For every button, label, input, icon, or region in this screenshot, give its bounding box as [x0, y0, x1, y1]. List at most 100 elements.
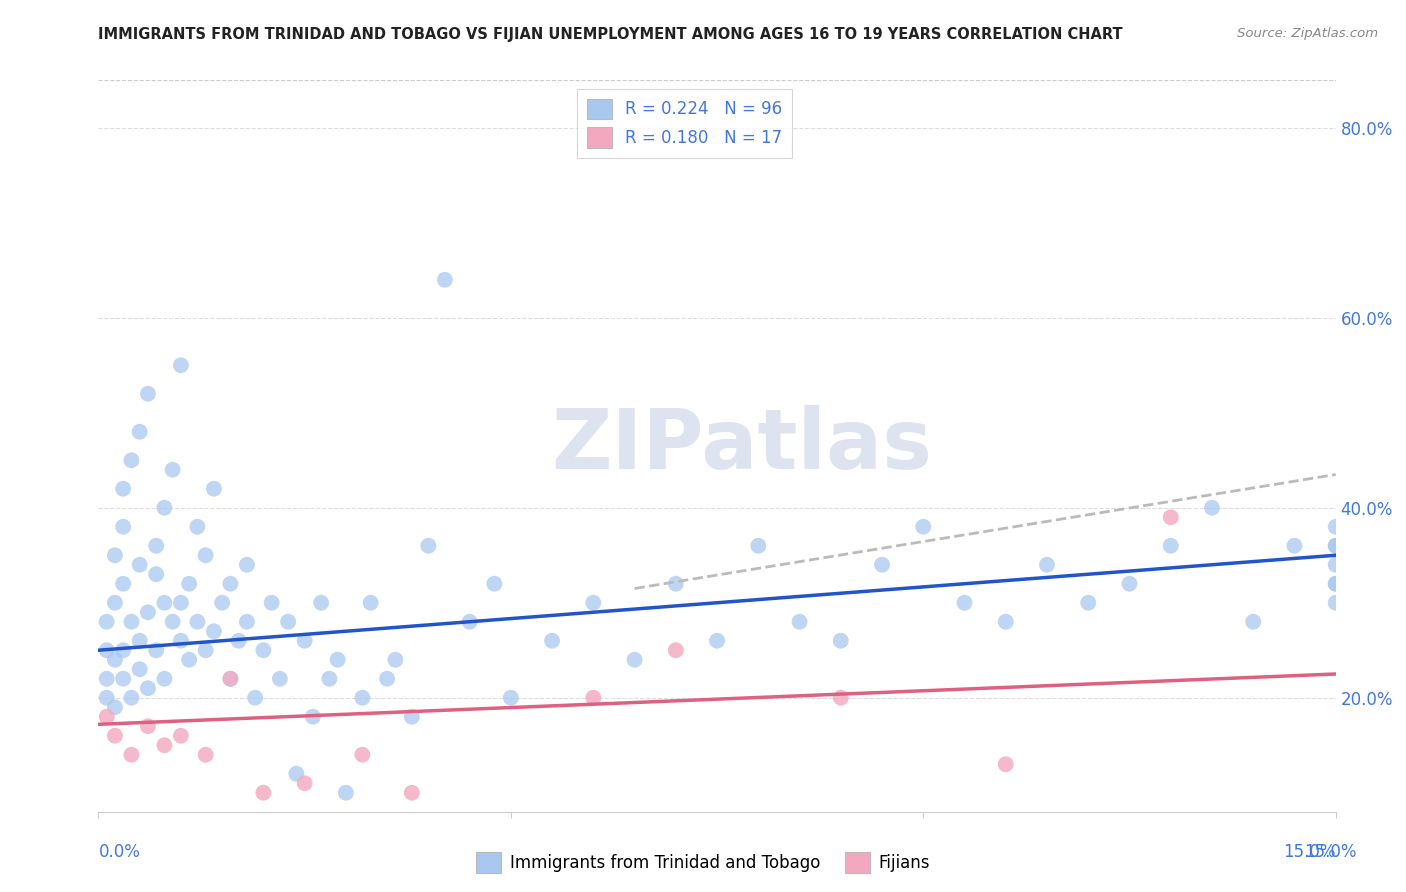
Point: [104, 596, 127, 610]
Point: [499, 690, 522, 705]
Point: [1160, 539, 1182, 553]
Point: [104, 700, 127, 714]
Text: 15.0%: 15.0%: [1305, 843, 1357, 861]
Point: [120, 747, 142, 762]
Point: [994, 615, 1017, 629]
Point: [96, 615, 118, 629]
Point: [128, 558, 150, 572]
Point: [1324, 558, 1347, 572]
Point: [179, 653, 201, 667]
Point: [104, 548, 127, 562]
Point: [582, 596, 605, 610]
Point: [912, 520, 935, 534]
Point: [145, 643, 167, 657]
Point: [1324, 576, 1347, 591]
Point: [870, 558, 893, 572]
Point: [194, 643, 217, 657]
Point: [285, 766, 308, 780]
Point: [112, 520, 135, 534]
Point: [136, 719, 159, 733]
Point: [112, 576, 135, 591]
Text: ZIPatlas: ZIPatlas: [551, 406, 932, 486]
Point: [665, 643, 688, 657]
Point: [401, 786, 423, 800]
Point: [665, 576, 688, 591]
Point: [112, 643, 135, 657]
Point: [1324, 596, 1347, 610]
Point: [145, 567, 167, 582]
Point: [830, 633, 852, 648]
Point: [582, 690, 605, 705]
Point: [194, 747, 217, 762]
Point: [128, 633, 150, 648]
Point: [1284, 539, 1306, 553]
Point: [484, 576, 506, 591]
Point: [789, 615, 811, 629]
Point: [747, 539, 769, 553]
Point: [335, 786, 357, 800]
Point: [153, 738, 176, 752]
Point: [352, 747, 374, 762]
Point: [219, 672, 242, 686]
Text: 0.0%: 0.0%: [98, 843, 141, 861]
Point: [136, 386, 159, 401]
Point: [145, 539, 167, 553]
Point: [96, 643, 118, 657]
Legend: Immigrants from Trinidad and Tobago, Fijians: Immigrants from Trinidad and Tobago, Fij…: [470, 846, 936, 880]
Point: [202, 482, 225, 496]
Point: [953, 596, 976, 610]
Point: [401, 710, 423, 724]
Point: [96, 690, 118, 705]
Point: [236, 558, 259, 572]
Point: [1201, 500, 1223, 515]
Text: 15.0%: 15.0%: [1284, 843, 1336, 861]
Point: [153, 672, 176, 686]
Point: [458, 615, 481, 629]
Point: [294, 776, 316, 790]
Point: [153, 500, 176, 515]
Point: [252, 786, 274, 800]
Point: [541, 633, 564, 648]
Point: [136, 681, 159, 696]
Point: [352, 690, 374, 705]
Text: Source: ZipAtlas.com: Source: ZipAtlas.com: [1237, 27, 1378, 40]
Point: [170, 358, 193, 372]
Point: [170, 633, 193, 648]
Point: [706, 633, 728, 648]
Point: [128, 425, 150, 439]
Point: [302, 710, 325, 724]
Point: [418, 539, 440, 553]
Point: [96, 710, 118, 724]
Point: [1036, 558, 1059, 572]
Point: [309, 596, 332, 610]
Point: [269, 672, 291, 686]
Point: [211, 596, 233, 610]
Point: [219, 672, 242, 686]
Point: [186, 520, 208, 534]
Point: [994, 757, 1017, 772]
Point: [162, 463, 184, 477]
Point: [384, 653, 406, 667]
Point: [236, 615, 259, 629]
Point: [433, 273, 456, 287]
Point: [830, 690, 852, 705]
Point: [120, 615, 142, 629]
Point: [104, 653, 127, 667]
Point: [136, 605, 159, 619]
Point: [179, 576, 201, 591]
Point: [219, 576, 242, 591]
Point: [96, 672, 118, 686]
Legend: R = 0.224   N = 96, R = 0.180   N = 17: R = 0.224 N = 96, R = 0.180 N = 17: [576, 88, 793, 158]
Point: [1324, 539, 1347, 553]
Point: [170, 596, 193, 610]
Point: [202, 624, 225, 639]
Point: [162, 615, 184, 629]
Point: [1324, 576, 1347, 591]
Point: [260, 596, 283, 610]
Point: [112, 672, 135, 686]
Point: [120, 690, 142, 705]
Point: [1077, 596, 1099, 610]
Point: [228, 633, 250, 648]
Point: [1324, 520, 1347, 534]
Point: [194, 548, 217, 562]
